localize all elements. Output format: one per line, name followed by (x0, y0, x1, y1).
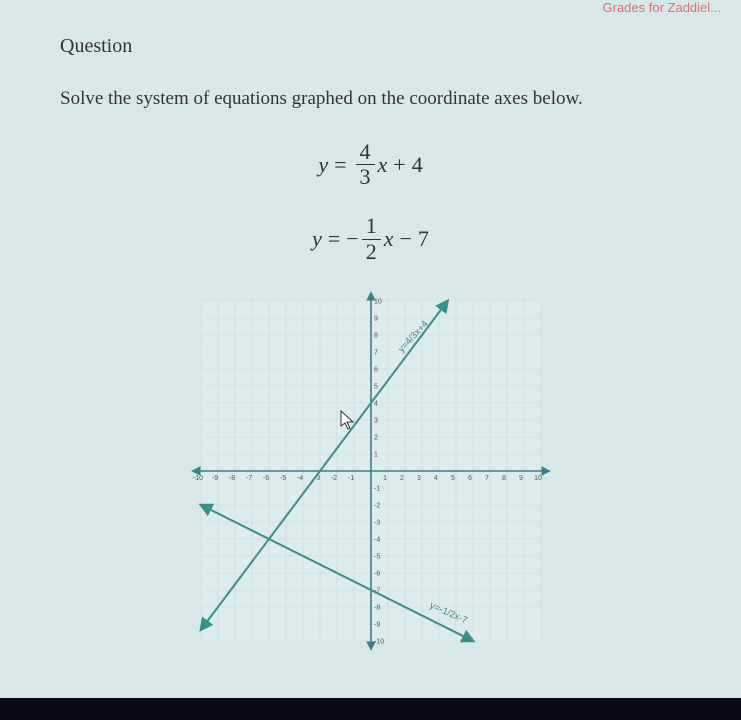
svg-text:-5: -5 (374, 553, 380, 560)
svg-text:4: 4 (374, 400, 378, 407)
svg-text:-8: -8 (228, 475, 234, 482)
svg-text:7: 7 (485, 475, 489, 482)
svg-text:1: 1 (383, 475, 387, 482)
svg-text:8: 8 (374, 332, 378, 339)
svg-text:5: 5 (451, 475, 455, 482)
svg-text:7: 7 (374, 349, 378, 356)
svg-text:9: 9 (374, 315, 378, 322)
graph-container: 10987654321-1-2-3-4-5-6-7-8-9-10-10-9-8-… (60, 289, 681, 653)
svg-text:-7: -7 (245, 475, 251, 482)
svg-text:4: 4 (434, 475, 438, 482)
svg-text:1: 1 (374, 451, 378, 458)
browser-tab: Grades for Zaddiel... (603, 0, 722, 15)
question-heading: Question (60, 35, 681, 58)
question-prompt: Solve the system of equations graphed on… (60, 88, 681, 110)
svg-text:2: 2 (374, 434, 378, 441)
equations-block: y = 4 3 x + 4 y = − 1 2 x − 7 (60, 140, 681, 264)
svg-text:5: 5 (374, 383, 378, 390)
svg-text:-4: -4 (374, 536, 380, 543)
svg-text:-3: -3 (374, 519, 380, 526)
svg-text:3: 3 (374, 417, 378, 424)
svg-text:2: 2 (400, 475, 404, 482)
svg-text:-1: -1 (347, 475, 353, 482)
equation-2: y = − 1 2 x − 7 (60, 214, 681, 263)
svg-text:-2: -2 (374, 502, 380, 509)
svg-text:-2: -2 (330, 475, 336, 482)
svg-text:-10: -10 (192, 475, 202, 482)
svg-text:10: 10 (374, 298, 382, 305)
svg-text:-9: -9 (374, 621, 380, 628)
svg-text:6: 6 (374, 366, 378, 373)
svg-text:-1: -1 (374, 485, 380, 492)
equation-1: y = 4 3 x + 4 (60, 140, 681, 189)
svg-text:-10: -10 (374, 638, 384, 645)
svg-text:6: 6 (468, 475, 472, 482)
svg-text:-6: -6 (374, 570, 380, 577)
page-content: Question Solve the system of equations g… (0, 0, 741, 653)
svg-text:-9: -9 (211, 475, 217, 482)
svg-text:8: 8 (502, 475, 506, 482)
svg-text:10: 10 (534, 475, 542, 482)
tab-text: Grades for Zaddiel... (603, 0, 722, 15)
svg-text:-6: -6 (262, 475, 268, 482)
fraction-1: 4 3 (356, 140, 375, 189)
svg-text:-8: -8 (374, 604, 380, 611)
coordinate-graph[interactable]: 10987654321-1-2-3-4-5-6-7-8-9-10-10-9-8-… (189, 289, 553, 653)
svg-text:-5: -5 (279, 475, 285, 482)
svg-text:3: 3 (417, 475, 421, 482)
svg-text:9: 9 (519, 475, 523, 482)
fraction-2: 1 2 (362, 214, 381, 263)
taskbar (0, 698, 741, 720)
svg-text:-4: -4 (296, 475, 302, 482)
